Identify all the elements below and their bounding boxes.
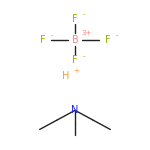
Text: -: - — [116, 32, 118, 38]
Text: H: H — [63, 71, 70, 81]
Text: B: B — [72, 35, 78, 45]
Text: -: - — [83, 53, 86, 59]
Text: 3+: 3+ — [82, 30, 92, 36]
Text: +: + — [73, 68, 79, 74]
Text: N: N — [71, 105, 79, 115]
Text: F: F — [105, 35, 110, 45]
Text: F: F — [72, 55, 78, 65]
Text: F: F — [72, 14, 78, 24]
Text: -: - — [83, 12, 86, 18]
Text: -: - — [51, 32, 53, 38]
Text: F: F — [40, 35, 45, 45]
